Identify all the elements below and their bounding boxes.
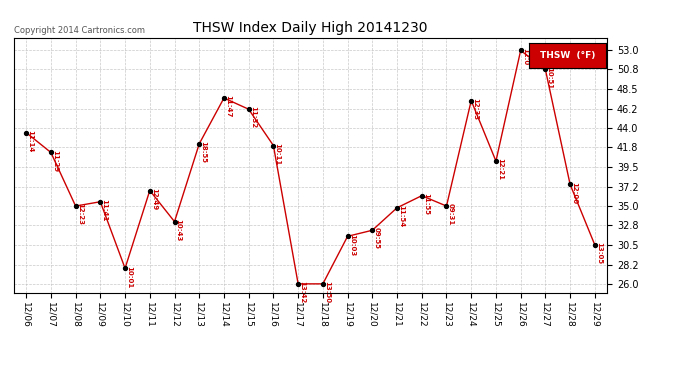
Point	[367, 227, 378, 233]
Point	[540, 66, 551, 72]
Text: 13:05: 13:05	[596, 242, 602, 264]
Point	[70, 203, 81, 209]
Point	[466, 98, 477, 104]
Point	[391, 205, 402, 211]
Point	[293, 281, 304, 287]
Point	[268, 142, 279, 148]
Text: 12:23: 12:23	[77, 203, 83, 225]
Text: 18:55: 18:55	[200, 141, 206, 163]
Point	[515, 48, 526, 54]
Text: 13:50: 13:50	[324, 281, 330, 303]
Point	[119, 265, 130, 271]
Point	[95, 199, 106, 205]
Title: THSW Index Daily High 20141230: THSW Index Daily High 20141230	[193, 21, 428, 35]
Text: 09:31: 09:31	[448, 203, 453, 225]
Text: 11:47: 11:47	[225, 95, 231, 118]
Text: 10:43: 10:43	[176, 219, 181, 241]
Text: 11:55: 11:55	[423, 193, 429, 215]
Point	[144, 188, 155, 194]
Point	[194, 141, 205, 147]
Point	[219, 95, 230, 101]
Text: 12:49: 12:49	[151, 188, 157, 210]
Text: 12:00: 12:00	[571, 182, 578, 204]
Text: 11:14: 11:14	[28, 130, 33, 152]
Point	[589, 242, 600, 248]
Point	[441, 203, 452, 209]
Text: 11:54: 11:54	[398, 205, 404, 227]
Point	[564, 182, 575, 188]
Point	[416, 193, 427, 199]
Text: Copyright 2014 Cartronics.com: Copyright 2014 Cartronics.com	[14, 26, 145, 35]
Text: 11:32: 11:32	[250, 106, 256, 129]
Point	[46, 150, 57, 156]
Point	[169, 219, 180, 225]
Text: 13:42: 13:42	[299, 281, 305, 303]
Text: 12:21: 12:21	[497, 158, 503, 180]
Text: 11:29: 11:29	[52, 150, 58, 172]
Text: 10:51: 10:51	[546, 67, 553, 89]
Text: 10:01: 10:01	[126, 266, 132, 288]
Text: 10:03: 10:03	[348, 234, 355, 256]
Point	[491, 158, 502, 164]
Text: 10:11: 10:11	[275, 143, 281, 165]
Point	[317, 281, 328, 287]
Text: 12:0: 12:0	[522, 48, 528, 65]
Point	[21, 130, 32, 136]
Text: 11:41: 11:41	[101, 199, 108, 221]
Point	[243, 106, 254, 112]
Text: 09:55: 09:55	[373, 228, 380, 249]
Text: 12:33: 12:33	[473, 98, 478, 120]
Point	[342, 233, 353, 239]
